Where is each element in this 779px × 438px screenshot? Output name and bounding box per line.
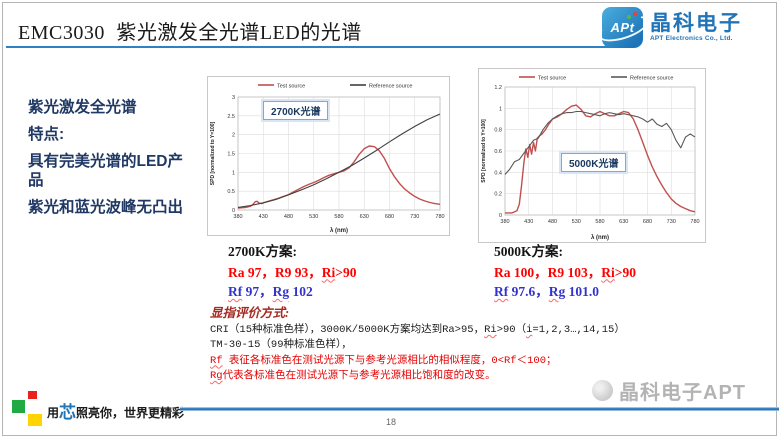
svg-text:1.5: 1.5	[227, 152, 235, 158]
svg-text:Test source: Test source	[538, 76, 566, 82]
svg-text:0.5: 0.5	[227, 189, 235, 195]
svg-text:480: 480	[548, 219, 557, 225]
company-name-cn: 晶科电子	[650, 11, 742, 35]
svg-text:λ (nm): λ (nm)	[591, 235, 609, 241]
svg-text:0.4: 0.4	[494, 170, 502, 176]
footer-yellow-square-icon	[28, 414, 42, 426]
footer-red-square-icon	[28, 391, 37, 399]
feature-line: 紫光和蓝光波峰无凸出	[28, 198, 184, 216]
chart-5000k: 380 430 480 530 580 630 680 730 780 0 0.2 0.4 0.6 0.8…	[478, 68, 706, 243]
results-5000k: 5000K方案: Ra 100，R9 103，Ri>90 Rf 97.6，Rg …	[494, 243, 744, 301]
apt-logo-icon: APt	[595, 7, 651, 48]
svg-text:0.6: 0.6	[494, 149, 502, 155]
evaluation-cri-line: CRI（15种标准色样），3000K/5000K方案均达到Ra>95，Ri>90…	[210, 324, 625, 337]
logo-text: 晶科电子 APT Electronics Co., Ltd.	[650, 11, 742, 43]
svg-text:λ (nm): λ (nm)	[330, 228, 348, 234]
evaluation-notes: 显指评价方式: CRI（15种标准色样），3000K/5000K方案均达到Ra>…	[210, 304, 776, 384]
svg-text:680: 680	[643, 219, 652, 225]
company-logo: APt 晶科电子 APT Electronics Co., Ltd.	[595, 7, 742, 48]
watermark-globe-icon	[592, 380, 613, 401]
chart-2700k-canvas: 380 430 480 530 580 630 680 730 780 0 0.5 1 1.5 2 2.5 3…	[210, 84, 445, 235]
chart-2700k-label: 2700K光谱	[263, 101, 329, 120]
svg-text:630: 630	[360, 214, 369, 220]
page-number: 18	[386, 417, 397, 427]
svg-text:1.2: 1.2	[494, 85, 502, 91]
results-2700k: 2700K方案: Ra 97，R9 93，Ri>90 Rf 97，Rg 102	[228, 243, 478, 301]
results-2700k-tm30: Rf 97，Rg 102	[228, 284, 313, 300]
svg-text:430: 430	[259, 214, 268, 220]
evaluation-heading: 显指评价方式:	[210, 306, 290, 320]
watermark-text: 晶科电子APT	[619, 382, 746, 404]
svg-text:730: 730	[667, 219, 676, 225]
title-divider	[6, 46, 628, 48]
results-5000k-tm30: Rf 97.6，Rg 101.0	[494, 284, 599, 300]
svg-text:580: 580	[334, 214, 343, 220]
svg-text:580: 580	[595, 219, 604, 225]
svg-text:Reference source: Reference source	[630, 76, 673, 82]
svg-text:Test source: Test source	[277, 84, 305, 90]
svg-text:0: 0	[499, 213, 502, 219]
svg-text:0: 0	[232, 208, 235, 214]
logo-green-dot-icon	[627, 15, 631, 19]
chart-5000k-canvas: 380 430 480 530 580 630 680 730 780 0 0.2 0.4 0.6 0.8…	[481, 76, 700, 242]
watermark: 晶科电子APT	[592, 376, 746, 405]
apt-badge-label: APt	[610, 20, 635, 35]
svg-text:0.8: 0.8	[494, 128, 502, 134]
svg-text:680: 680	[385, 214, 394, 220]
svg-text:SPD [normalized to Y=100]: SPD [normalized to Y=100]	[210, 121, 216, 185]
logo-red-dot-icon	[633, 12, 637, 16]
results-5000k-cri: Ra 100，R9 103，Ri>90	[494, 264, 636, 280]
svg-text:480: 480	[284, 214, 293, 220]
svg-text:380: 380	[500, 219, 509, 225]
footer-divider	[180, 407, 779, 411]
page-title: EMC3030 紫光激发全光谱LED的光谱	[18, 22, 362, 44]
chart-2700k: 380 430 480 530 580 630 680 730 780 0 0.5 1 1.5 2 2.5 3…	[207, 76, 450, 236]
svg-text:380: 380	[233, 214, 242, 220]
feature-line: 紫光激发全光谱	[28, 99, 137, 116]
chart-5000k-label: 5000K光谱	[561, 153, 627, 172]
svg-text:530: 530	[572, 219, 581, 225]
svg-text:2.5: 2.5	[227, 114, 235, 120]
svg-text:430: 430	[524, 219, 533, 225]
results-2700k-heading: 2700K方案:	[228, 244, 297, 259]
svg-text:780: 780	[435, 214, 444, 220]
xin-character: 芯	[59, 403, 77, 422]
svg-text:630: 630	[619, 219, 628, 225]
svg-text:2: 2	[232, 133, 235, 139]
logo-swoosh-icon	[595, 10, 651, 47]
evaluation-rg-line: Rg代表各标准色在测试光源下与参考光源相比饱和度的改变。	[210, 369, 496, 382]
feature-line: 具有完美光谱的LED产品	[28, 152, 184, 189]
svg-text:3: 3	[232, 95, 235, 101]
footer-slogan: 用芯照亮你，世界更精彩	[47, 403, 185, 422]
svg-text:730: 730	[410, 214, 419, 220]
evaluation-rf-line: Rf 表征各标准色在测试光源下与参考光源相比的相似程度，0<Rf＜100；	[210, 354, 557, 367]
svg-text:Reference source: Reference source	[369, 84, 412, 90]
svg-text:780: 780	[690, 219, 699, 225]
company-name-en: APT Electronics Co., Ltd.	[650, 35, 733, 43]
svg-text:0.2: 0.2	[494, 192, 502, 198]
svg-text:1: 1	[232, 170, 235, 176]
results-2700k-cri: Ra 97，R9 93，Ri>90	[228, 264, 357, 280]
evaluation-tm30-line: TM-30-15（99种标准色样），	[210, 339, 352, 352]
svg-text:1: 1	[499, 106, 502, 112]
svg-text:530: 530	[309, 214, 318, 220]
svg-text:SPD [normalized to Y=100]: SPD [normalized to Y=100]	[481, 119, 487, 183]
results-5000k-heading: 5000K方案:	[494, 244, 563, 259]
feature-text-block: 紫光激发全光谱 特点: 具有完美光谱的LED产品 紫光和蓝光波峰无凸出	[28, 99, 198, 226]
footer-green-square-icon	[12, 400, 25, 413]
feature-line: 特点:	[28, 125, 65, 143]
